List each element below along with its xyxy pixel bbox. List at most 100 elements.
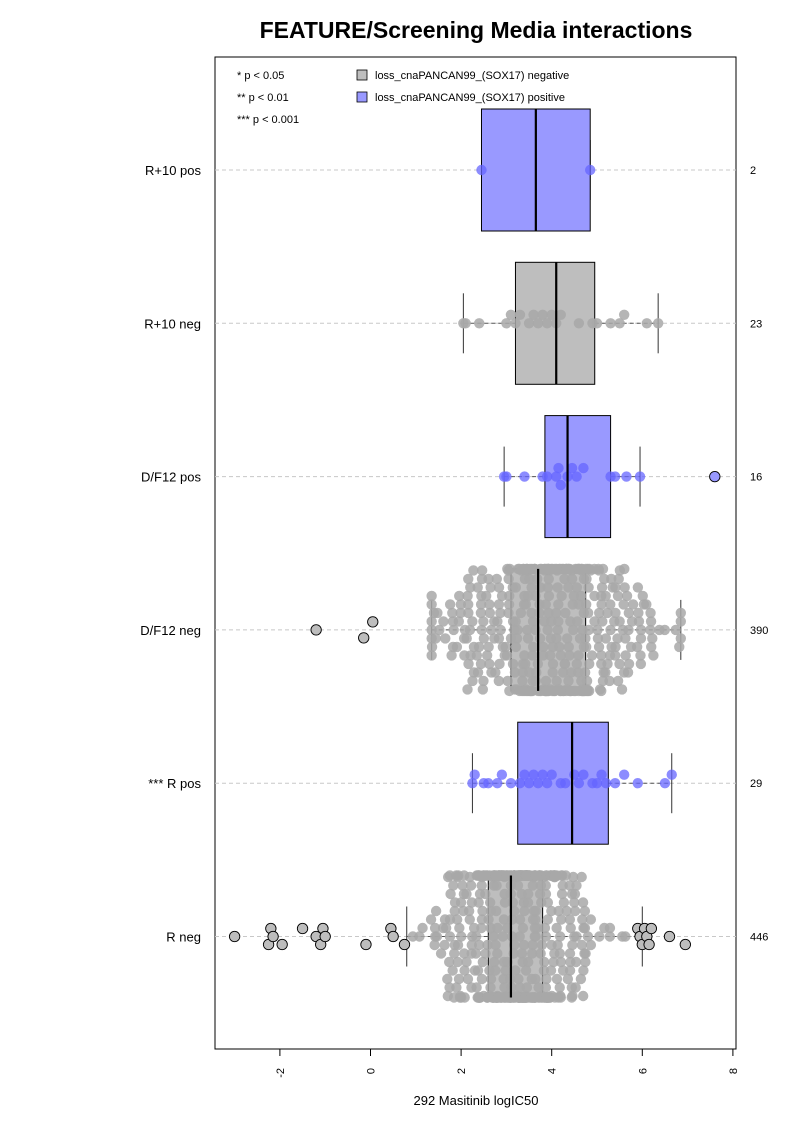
data-point [580, 956, 591, 968]
data-point [563, 582, 574, 593]
data-point [571, 658, 583, 670]
data-point [505, 778, 517, 789]
data-point [605, 599, 616, 610]
data-point [471, 982, 482, 993]
data-point [527, 616, 539, 627]
outlier-point [398, 938, 411, 951]
data-point [578, 462, 589, 474]
data-point [454, 590, 465, 602]
data-point [528, 769, 539, 780]
data-point [527, 939, 538, 951]
data-point [515, 607, 527, 619]
data-point [571, 931, 582, 942]
data-point [578, 769, 589, 780]
data-point [564, 965, 576, 976]
chart-title: FEATURE/Screening Media interactions [260, 17, 693, 43]
data-point [659, 778, 671, 789]
data-point [622, 667, 634, 678]
data-point [559, 573, 570, 585]
data-point [556, 590, 567, 602]
data-point [674, 641, 685, 653]
data-point [454, 922, 465, 934]
data-point [522, 633, 534, 644]
data-point [463, 573, 474, 585]
data-point [552, 582, 563, 593]
data-point [464, 624, 476, 636]
data-point [530, 675, 541, 687]
data-point [481, 650, 493, 661]
data-point [542, 897, 554, 908]
data-point [446, 650, 457, 661]
data-point [577, 990, 589, 1002]
data-point [555, 309, 566, 320]
data-point [451, 914, 463, 925]
data-point [573, 778, 585, 789]
data-point [546, 769, 557, 780]
data-point [453, 870, 464, 881]
data-point [554, 931, 566, 942]
boxes [406, 108, 682, 998]
data-point [471, 931, 482, 942]
data-point [577, 897, 589, 908]
data-point [520, 599, 532, 610]
data-point [517, 922, 529, 934]
data-point [452, 956, 463, 968]
group-count: 446 [750, 932, 768, 944]
data-point [659, 624, 670, 636]
data-point [490, 965, 501, 976]
data-point [596, 769, 607, 780]
data-point [490, 667, 501, 678]
data-point [531, 922, 543, 934]
data-point [652, 318, 664, 329]
data-point [467, 616, 478, 627]
data-point [478, 675, 489, 687]
data-point [468, 922, 480, 934]
data-point [519, 471, 530, 482]
data-point [556, 914, 567, 925]
x-tick-label: 6 [637, 1068, 649, 1074]
data-point [575, 973, 587, 985]
data-point [472, 992, 483, 1003]
data-point [414, 931, 425, 942]
data-point [579, 922, 591, 934]
data-point [580, 948, 591, 959]
data-point [465, 582, 476, 593]
data-point [512, 624, 523, 636]
data-point [491, 573, 503, 585]
data-point [555, 479, 566, 491]
data-point [580, 563, 592, 575]
data-point [582, 931, 594, 942]
data-point [610, 582, 621, 593]
data-point [495, 607, 506, 619]
data-point [569, 897, 580, 908]
data-point [473, 641, 485, 653]
data-point [477, 684, 489, 695]
data-point [444, 914, 456, 925]
data-point [547, 658, 559, 670]
data-point [580, 633, 591, 644]
data-point [569, 888, 581, 900]
data-point [484, 607, 496, 619]
data-point [666, 769, 677, 780]
group-labels: R+10 pos 2 R+10 neg 23 D/F12 pos 16 D/F12 neg 3… [140, 163, 768, 945]
data-point [476, 922, 487, 934]
data-point [417, 922, 428, 934]
data-point [484, 599, 495, 610]
data-point [596, 650, 607, 661]
data-point [612, 675, 624, 687]
data-point [477, 905, 488, 917]
data-point [585, 164, 596, 176]
data-point [490, 939, 501, 951]
data-point [452, 939, 464, 951]
data-point [527, 650, 538, 661]
data-point [585, 939, 597, 951]
data-point [635, 658, 647, 670]
data-point [631, 641, 643, 653]
data-point [541, 992, 552, 1003]
data-point [476, 565, 488, 576]
x-tick-label: -2 [275, 1068, 287, 1078]
data-point [510, 616, 521, 627]
data-point [425, 914, 437, 925]
data-point [473, 897, 484, 908]
data-point [521, 982, 533, 993]
